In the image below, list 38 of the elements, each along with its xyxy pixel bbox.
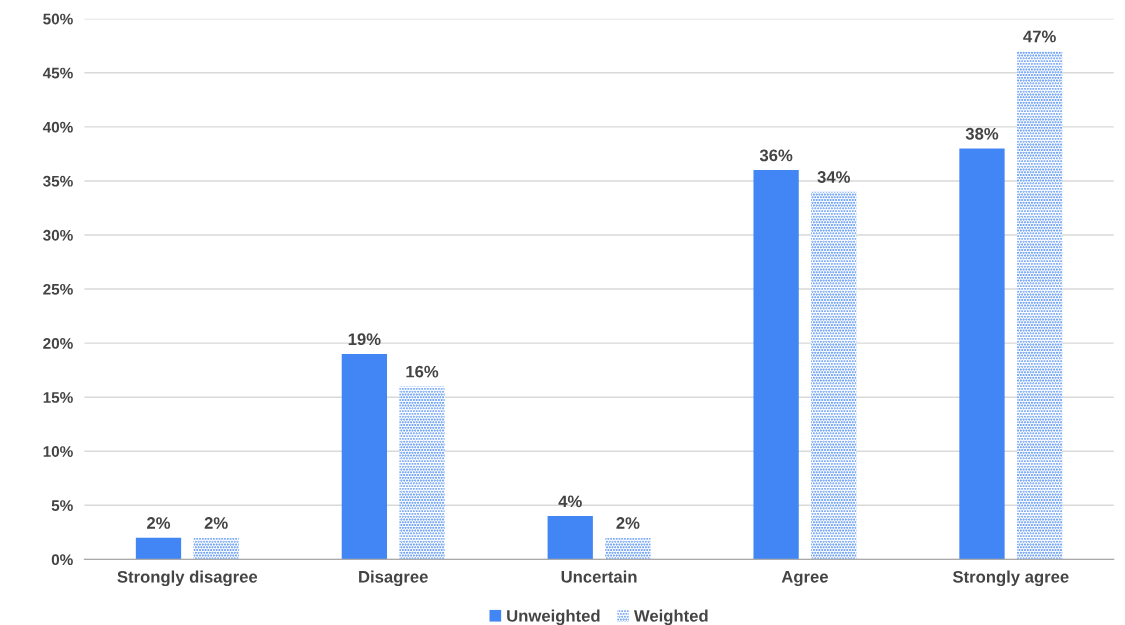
bar (399, 386, 445, 560)
bar (193, 537, 239, 560)
bar (1016, 51, 1063, 560)
bar (605, 537, 651, 560)
data-label: 47% (1023, 30, 1056, 43)
y-tick-label: 25% (43, 283, 73, 295)
y-tick-label: 40% (42, 121, 73, 133)
legend-label: Unweighted (507, 609, 600, 625)
y-tick-label: 30% (43, 229, 73, 241)
bar (547, 516, 593, 560)
y-tick-label: 0% (51, 554, 73, 566)
x-tick-label: Uncertain (561, 570, 637, 583)
y-tick-label: 10% (43, 446, 73, 457)
legend-label: Weighted (633, 609, 708, 625)
bar (959, 148, 1005, 560)
data-label: 38% (965, 127, 999, 140)
y-tick-label: 45% (42, 67, 73, 79)
x-tick-label: Agree (781, 571, 828, 587)
y-tick-label: 50% (43, 13, 73, 25)
data-label: 34% (817, 171, 850, 183)
y-tick-label: 5% (51, 500, 73, 511)
data-label: 2% (616, 517, 640, 529)
x-tick-label: Strongly disagree (117, 570, 258, 587)
bar (341, 353, 388, 560)
y-tick-label: 20% (43, 337, 73, 349)
bar (135, 537, 182, 560)
data-label: 36% (759, 149, 793, 162)
y-tick-label: 15% (43, 392, 73, 403)
x-tick-label: Disagree (359, 570, 428, 587)
data-label: 2% (147, 517, 171, 529)
data-label: 16% (406, 365, 439, 378)
data-label: 4% (558, 495, 582, 508)
y-tick-label: 35% (43, 175, 73, 187)
bar (753, 170, 799, 560)
bar (811, 191, 857, 560)
x-tick-label: Strongly agree (952, 570, 1069, 587)
data-label: 2% (204, 517, 228, 529)
data-label: 19% (348, 333, 381, 346)
